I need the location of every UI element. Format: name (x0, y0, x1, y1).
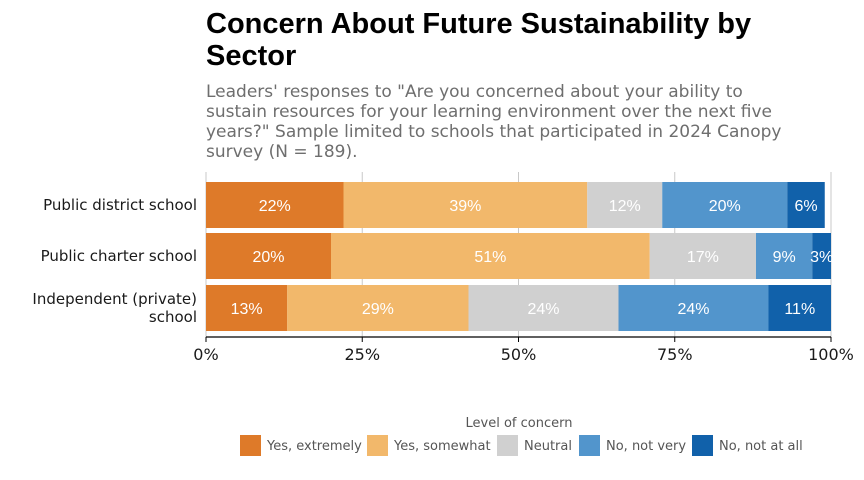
bar-label-2-2: 24% (527, 301, 559, 318)
bar-label-0-4: 6% (794, 198, 817, 215)
bar-label-2-3: 24% (677, 301, 709, 318)
category-label-2-line0: Independent (private) (32, 290, 197, 308)
bar-segment-2-4 (768, 285, 831, 331)
bar-label-0-1: 39% (449, 198, 481, 215)
x-tick-label-4: 100% (808, 345, 854, 364)
bar-segment-2-0 (206, 285, 288, 331)
legend-label-1: Yes, somewhat (393, 439, 491, 454)
bar-segment-1-4 (812, 233, 831, 279)
legend-swatch-1 (367, 435, 388, 456)
bar-label-0-3: 20% (709, 198, 741, 215)
category-labels: Public district school Public charter sch… (32, 196, 197, 326)
legend-swatch-4 (692, 435, 713, 456)
legend-label-2: Neutral (524, 439, 572, 454)
legend-swatch-3 (579, 435, 600, 456)
bar-segment-0-3 (662, 182, 788, 228)
legend-label-4: No, not at all (719, 439, 803, 454)
legend-label-3: No, not very (606, 439, 686, 454)
bar-label-1-1: 51% (474, 249, 506, 266)
bar-label-0-2: 12% (609, 198, 641, 215)
bar-segment-2-1 (287, 285, 469, 331)
bar-label-2-4: 11% (784, 301, 815, 318)
bar-label-0-0: 22% (259, 198, 291, 215)
chart-subtitle: Leaders' responses to "Are you concerned… (206, 82, 782, 162)
bar-segment-1-2 (649, 233, 756, 279)
x-axis-ticks: 0% 25% 50% 75% 100% (193, 337, 854, 364)
category-label-1: Public charter school (41, 247, 197, 265)
bar-segment-0-0 (206, 182, 344, 228)
bar-segment-0-1 (343, 182, 588, 228)
bar-segment-1-0 (206, 233, 331, 279)
bar-segment-2-2 (468, 285, 619, 331)
x-tick-label-1: 25% (344, 345, 380, 364)
bar-segment-0-2 (587, 182, 663, 228)
legend-title: Level of concern (466, 416, 573, 431)
bar-segment-1-1 (331, 233, 650, 279)
bar-label-1-4: 3% (810, 249, 833, 266)
chart-title: Concern About Future Sustainability by S… (206, 8, 752, 72)
legend-label-0: Yes, extremely (266, 439, 362, 454)
bar-label-1-0: 20% (252, 249, 284, 266)
x-tick-label-3: 75% (657, 345, 693, 364)
bar-segment-0-4 (787, 182, 825, 228)
category-label-2-line1: school (149, 308, 197, 326)
legend-swatch-2 (497, 435, 518, 456)
bar-label-1-2: 17% (687, 249, 719, 266)
bar-segment-1-3 (756, 233, 813, 279)
x-tick-label-2: 50% (501, 345, 537, 364)
category-label-0: Public district school (43, 196, 197, 214)
legend: Yes, extremely Yes, somewhat Neutral No, no… (240, 435, 803, 456)
x-tick-label-0: 0% (193, 345, 218, 364)
bar-label-2-1: 29% (362, 301, 394, 318)
bar-label-2-0: 13% (231, 301, 263, 318)
bar-segment-2-3 (618, 285, 769, 331)
bars: 22% 39% 12% 20% 6% 20% 51% 17% 9% 3% 13% 29% 24% 24% 1… (206, 182, 833, 331)
bar-label-1-3: 9% (773, 249, 796, 266)
legend-swatch-0 (240, 435, 261, 456)
